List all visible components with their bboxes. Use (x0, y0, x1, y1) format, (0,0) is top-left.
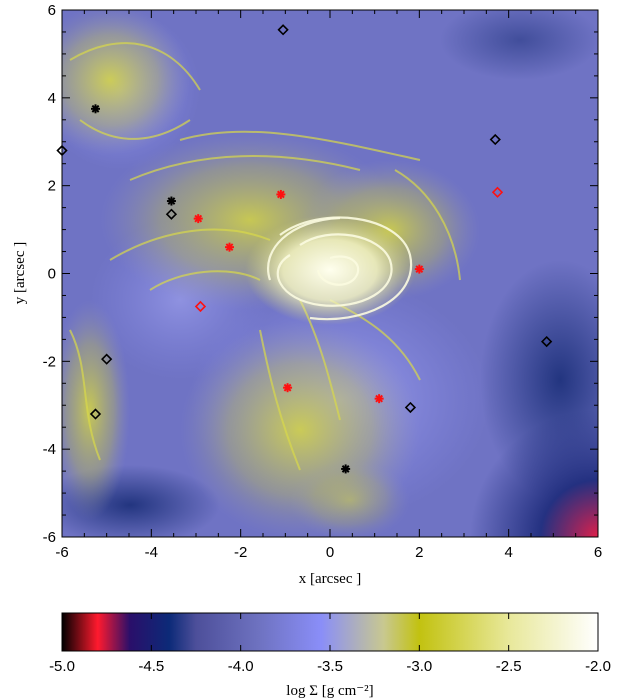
black-diamond-marker (56, 144, 68, 157)
x-tick-label: -2 (234, 544, 247, 561)
y-tick-label: 6 (48, 2, 56, 19)
black-diamond-marker (101, 353, 113, 365)
red-diamond-marker (491, 186, 504, 198)
y-tick-label: 4 (48, 90, 56, 107)
black-asterisk-marker (166, 196, 176, 206)
colorbar-tick-label: -3.0 (406, 658, 432, 675)
y-tick-label: -2 (43, 353, 56, 370)
axes: -6 -4 -2 0 2 4 6 -6 -4 -2 0 2 4 6 (43, 2, 603, 561)
red-asterisk-marker (414, 264, 424, 274)
black-asterisk-marker (341, 464, 351, 474)
black-diamond-marker (165, 208, 178, 220)
red-diamond-marker (194, 300, 207, 313)
y-axis-label: y [arcsec ] (12, 242, 28, 304)
x-axis-label: x [arcsec ] (299, 571, 361, 587)
black-asterisk-marker (91, 104, 100, 114)
y-tick-label: 0 (48, 266, 56, 283)
red-asterisk-marker (225, 242, 234, 252)
x-tick-label: 0 (326, 544, 334, 561)
colorbar-axis: -5.0 -4.5 -4.0 -3.5 -3.0 -2.5 -2.0 (49, 613, 611, 675)
y-tick-label: 2 (48, 178, 56, 195)
x-tick-label: 6 (594, 544, 602, 561)
density-map (62, 10, 598, 537)
colorbar-tick-label: -5.0 (49, 658, 75, 675)
red-asterisk-marker (283, 383, 293, 393)
red-asterisk-marker (193, 214, 203, 224)
red-asterisk-marker (374, 394, 384, 404)
colorbar-label: log Σ [g cm⁻²] (286, 683, 373, 699)
black-diamond-marker (541, 335, 553, 348)
colorbar-tick-label: -3.5 (317, 658, 343, 675)
black-diamond-marker (277, 24, 289, 36)
x-tick-label: -6 (55, 544, 68, 561)
source-markers (56, 24, 553, 474)
colorbar-tick-label: -4.0 (228, 658, 254, 675)
x-tick-label: 2 (415, 544, 423, 561)
black-diamond-marker (89, 408, 102, 420)
x-tick-label: -4 (145, 544, 158, 561)
y-tick-label: -6 (43, 529, 56, 546)
red-asterisk-marker (276, 189, 286, 199)
y-tick-label: -4 (43, 441, 56, 458)
colorbar-tick-label: -2.0 (585, 658, 611, 675)
black-diamond-marker (489, 133, 501, 146)
colorbar-tick-label: -2.5 (496, 658, 522, 675)
colorbar-tick-label: -4.5 (138, 658, 164, 675)
x-tick-label: 4 (504, 544, 512, 561)
black-diamond-marker (404, 401, 417, 414)
